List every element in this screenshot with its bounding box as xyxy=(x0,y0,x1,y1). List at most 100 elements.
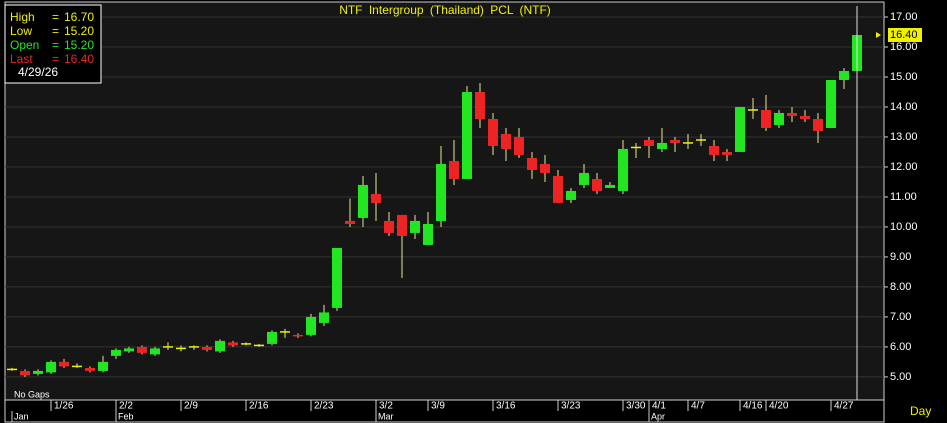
info-value: 16.70 xyxy=(64,10,94,24)
candle-body xyxy=(566,190,576,200)
x-tick-label: 3/30 xyxy=(626,401,646,412)
candle-body xyxy=(553,175,563,203)
x-axis-area xyxy=(4,399,885,423)
candle-body xyxy=(397,214,407,236)
candle-body xyxy=(800,115,810,119)
candle-body xyxy=(85,367,95,371)
candle-body xyxy=(722,151,732,155)
info-sep: = xyxy=(52,10,59,24)
candle-body xyxy=(358,184,368,218)
candle-body xyxy=(371,193,381,203)
candle-body xyxy=(657,142,667,149)
info-value: 16.40 xyxy=(64,52,94,66)
x-tick-label: 3/2 xyxy=(379,401,393,412)
gap-note: No Gaps xyxy=(14,389,50,399)
x-tick-label: 4/20 xyxy=(769,401,789,412)
last-arrow xyxy=(876,31,881,38)
candle-body xyxy=(670,139,680,143)
candle-body xyxy=(410,220,420,233)
month-label: Mar xyxy=(378,411,394,421)
candle-body xyxy=(33,370,43,374)
info-sep: = xyxy=(52,38,59,52)
candle-body xyxy=(644,139,654,146)
info-box xyxy=(4,4,102,84)
candle-body xyxy=(436,163,446,221)
month-label: Jan xyxy=(14,411,29,421)
candle-body xyxy=(813,118,823,131)
candle-body xyxy=(787,112,797,116)
x-tick-label: 4/27 xyxy=(834,401,854,412)
period-label: Day xyxy=(910,404,931,418)
candle-body xyxy=(215,340,225,352)
candle-body xyxy=(605,184,615,188)
candle-body xyxy=(540,163,550,173)
info-value: 15.20 xyxy=(64,38,94,52)
candle-body xyxy=(345,220,355,224)
x-tick-label: 4/7 xyxy=(691,401,705,412)
candle-body xyxy=(735,106,745,152)
candle-body xyxy=(20,370,30,376)
candle-body xyxy=(137,346,147,353)
info-label: Last xyxy=(10,52,33,66)
x-tick-label: 3/16 xyxy=(496,401,516,412)
candle-body xyxy=(59,361,69,367)
x-tick-label: 3/9 xyxy=(431,401,445,412)
y-tick-label: 11.00 xyxy=(890,191,917,203)
month-label: Feb xyxy=(118,411,134,421)
info-sep: = xyxy=(52,24,59,38)
candle-body xyxy=(267,331,277,344)
candle-body xyxy=(202,346,212,350)
candle-body xyxy=(592,178,602,191)
x-tick-label: 2/2 xyxy=(119,401,133,412)
info-sep: = xyxy=(52,52,59,66)
y-tick-label: 10.00 xyxy=(890,221,918,233)
candle-body xyxy=(46,361,56,373)
y-tick-label: 7.00 xyxy=(890,311,911,323)
y-tick-label: 17.00 xyxy=(890,11,918,23)
candle-body xyxy=(709,145,719,155)
info-date: 4/29/26 xyxy=(18,65,58,79)
y-tick-label: 16.00 xyxy=(890,41,918,53)
info-label: Low xyxy=(10,24,32,38)
candle-body xyxy=(839,70,849,80)
candle-body xyxy=(449,160,459,179)
candle-body xyxy=(228,342,238,346)
candle-body xyxy=(98,361,108,371)
candle-body xyxy=(150,348,160,355)
candle-body xyxy=(501,133,511,149)
candle-body xyxy=(293,334,303,337)
info-label: Open xyxy=(10,38,39,52)
candle-body xyxy=(761,109,771,128)
last-marker xyxy=(888,27,922,42)
x-tick-label: 2/23 xyxy=(314,401,334,412)
y-tick-label: 6.00 xyxy=(890,341,911,353)
x-tick-label: 3/23 xyxy=(561,401,581,412)
x-tick-label: 4/16 xyxy=(743,401,763,412)
y-tick-label: 12.00 xyxy=(890,161,918,173)
candle-body xyxy=(384,220,394,233)
month-label: Apr xyxy=(651,411,665,421)
x-tick-label: 2/9 xyxy=(184,401,198,412)
candle-body xyxy=(618,148,628,191)
y-tick-label: 9.00 xyxy=(890,251,911,263)
candle-body xyxy=(488,118,498,146)
candle-body xyxy=(462,91,472,179)
last-marker-label: 16.40 xyxy=(890,29,918,41)
y-tick-label: 8.00 xyxy=(890,281,911,293)
y-tick-label: 15.00 xyxy=(890,71,918,83)
x-tick-label: 1/26 xyxy=(54,401,74,412)
candle-body xyxy=(527,157,537,170)
info-value: 15.20 xyxy=(64,24,94,38)
x-tick-label: 2/16 xyxy=(249,401,269,412)
candle-body xyxy=(826,79,836,128)
candle-body xyxy=(514,136,524,155)
candle-body xyxy=(423,223,433,245)
candle-body xyxy=(306,316,316,335)
candle-body xyxy=(124,348,134,352)
candle-body xyxy=(332,247,342,308)
x-tick-label: 4/1 xyxy=(652,401,666,412)
info-label: High xyxy=(10,10,35,24)
candle-body xyxy=(475,91,485,119)
y-tick-label: 13.00 xyxy=(890,131,918,143)
